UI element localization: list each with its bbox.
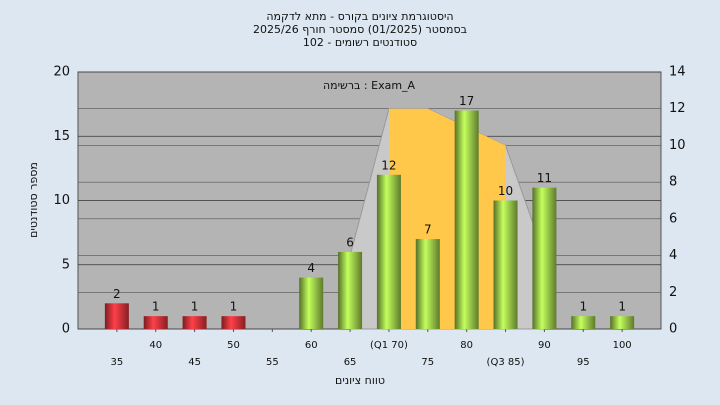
data-label: 10 [498, 184, 513, 198]
x-tick-label: 95 [577, 357, 590, 368]
x-tick-label: 50 [227, 340, 240, 351]
y2-tick-label: 2 [669, 285, 677, 300]
x-tick-label: 90 [538, 340, 551, 351]
y-tick-label: 0 [62, 322, 70, 337]
plot [104, 108, 635, 330]
y-tick-label: 10 [53, 193, 70, 208]
bar [571, 316, 596, 329]
bar [299, 277, 324, 329]
x-tick-label: 75 [421, 357, 434, 368]
data-label: 6 [346, 235, 354, 249]
title-line: היסטוגרמת ציונים בקורס - מתא לדקמה [266, 10, 453, 23]
y2-tick-label: 8 [669, 175, 677, 190]
bar [532, 187, 557, 329]
x-tick-label: 65 [344, 357, 357, 368]
bar [376, 174, 401, 329]
y2-tick-label: 4 [669, 248, 677, 263]
bar [610, 316, 635, 329]
bar [104, 303, 129, 329]
annotation: ברשימה : Exam_A [323, 79, 416, 92]
y2-tick-label: 6 [669, 211, 677, 226]
data-label: 11 [537, 171, 552, 185]
data-label: 12 [381, 158, 396, 172]
bar [338, 251, 363, 329]
title-line: בסמסטר (01/2025) סמסטר חורף 2025/26 [253, 23, 467, 36]
y-tick-label: 15 [53, 129, 70, 144]
bar [415, 239, 440, 329]
x-tick-label: 100 [613, 340, 632, 351]
x-axis-label: טווח ציונים [335, 374, 385, 387]
data-label: 7 [424, 223, 432, 237]
y2-tick-label: 12 [669, 101, 686, 116]
data-label: 2 [113, 287, 121, 301]
data-label: 1 [618, 300, 626, 314]
x-tick-label: (Q1 70) [370, 340, 408, 351]
data-label: 1 [152, 300, 160, 314]
x-tick-label: 60 [305, 340, 318, 351]
y-axis-label: מספר סטודנטים [27, 162, 40, 238]
y-tick-label: 5 [62, 257, 70, 272]
x-tick-label: 35 [110, 357, 123, 368]
data-label: 17 [459, 94, 474, 108]
y2-tick-label: 10 [669, 138, 686, 153]
data-label: 4 [307, 261, 315, 275]
data-label: 1 [230, 300, 238, 314]
bar [143, 316, 168, 329]
bar [454, 110, 479, 329]
bar [182, 316, 207, 329]
bar [493, 200, 518, 329]
title-line: סטודנטים רשומים - 102 [303, 36, 417, 49]
x-tick-label: 55 [266, 357, 279, 368]
data-label: 1 [191, 300, 199, 314]
quartile-area [388, 108, 506, 329]
x-tick-label: (Q3 85) [487, 357, 525, 368]
x-tick-label: 45 [188, 357, 201, 368]
y2-tick-label: 0 [669, 322, 677, 337]
data-label: 1 [579, 300, 587, 314]
x-tick-label: 80 [460, 340, 473, 351]
y-tick-label: 20 [53, 65, 70, 80]
bar [221, 316, 246, 329]
x-tick-label: 40 [149, 340, 162, 351]
y2-tick-label: 14 [669, 65, 686, 80]
